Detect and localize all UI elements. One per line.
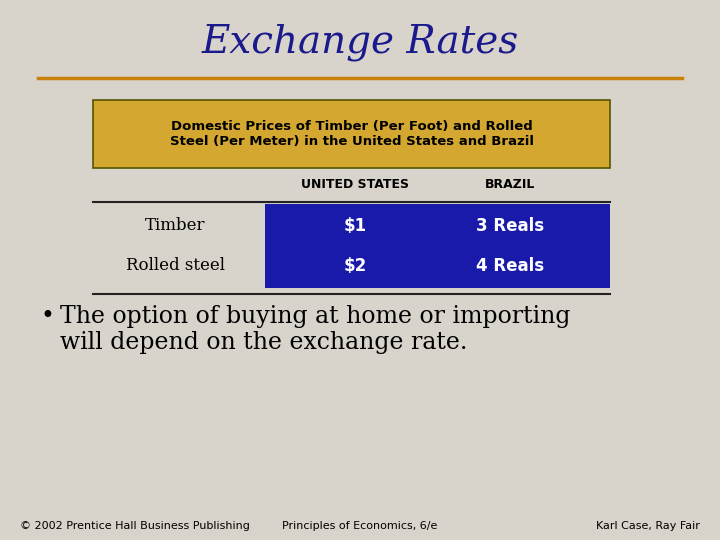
- Text: $1: $1: [343, 217, 366, 235]
- Text: Exchange Rates: Exchange Rates: [202, 23, 518, 60]
- Text: •: •: [40, 304, 54, 328]
- Text: BRAZIL: BRAZIL: [485, 178, 535, 191]
- Text: Timber: Timber: [145, 218, 205, 234]
- Text: The option of buying at home or importing: The option of buying at home or importin…: [60, 305, 570, 327]
- Text: © 2002 Prentice Hall Business Publishing: © 2002 Prentice Hall Business Publishing: [20, 521, 250, 531]
- Text: Principles of Economics, 6/e: Principles of Economics, 6/e: [282, 521, 438, 531]
- Text: 3 Reals: 3 Reals: [476, 217, 544, 235]
- Text: UNITED STATES: UNITED STATES: [301, 178, 409, 191]
- Text: 4 Reals: 4 Reals: [476, 257, 544, 275]
- Text: will depend on the exchange rate.: will depend on the exchange rate.: [60, 330, 467, 354]
- Text: Karl Case, Ray Fair: Karl Case, Ray Fair: [596, 521, 700, 531]
- Text: Domestic Prices of Timber (Per Foot) and Rolled
Steel (Per Meter) in the United : Domestic Prices of Timber (Per Foot) and…: [169, 120, 534, 148]
- Text: $2: $2: [343, 257, 366, 275]
- Text: Rolled steel: Rolled steel: [125, 258, 225, 274]
